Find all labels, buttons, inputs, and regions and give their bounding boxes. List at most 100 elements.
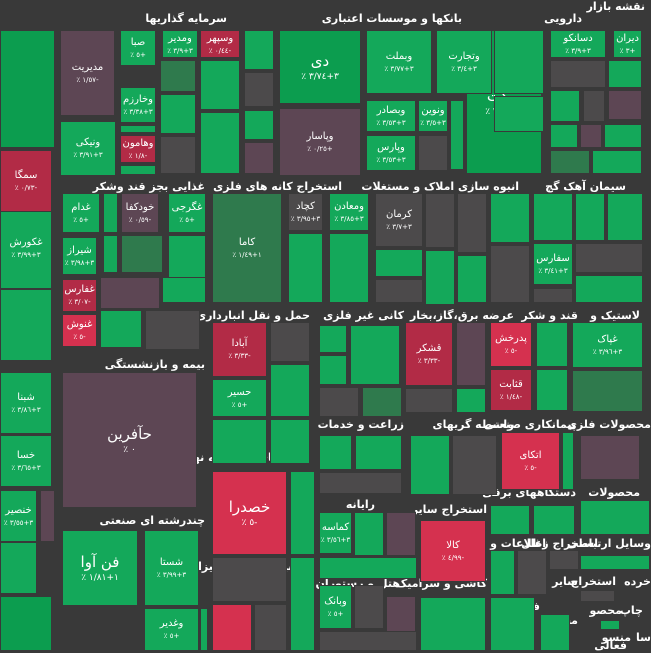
stock-tile[interactable]: خودکفا ٪ ٠/٥٩-	[121, 193, 159, 233]
stock-tile[interactable]: کرمان ٪ ٣+٣/٧	[375, 193, 423, 247]
stock-tile[interactable]	[410, 435, 450, 495]
stock-tile[interactable]	[572, 370, 643, 412]
stock-tile[interactable]: سفارس ٪ ٣+٣/٤١	[533, 243, 573, 285]
stock-tile[interactable]: ونیکی ٪ ٣+٣/٩١	[60, 121, 116, 176]
stock-tile[interactable]	[604, 124, 642, 148]
stock-tile[interactable]	[575, 275, 643, 303]
stock-tile[interactable]: غفارس ٪ ٣/٠٧-	[62, 279, 97, 312]
stock-tile[interactable]: حآفرین ٪ ٠	[62, 372, 197, 508]
stock-tile[interactable]	[420, 597, 486, 651]
stock-tile[interactable]	[270, 364, 310, 417]
stock-tile[interactable]: شستا ٪ ٣+٣/٩٩	[144, 530, 199, 606]
stock-tile[interactable]	[244, 72, 274, 107]
stock-tile[interactable]: مدیریت ٪ ١/٥٧-	[60, 30, 115, 116]
stock-tile[interactable]: کالا ٪ ٤/٩٩-	[420, 520, 486, 582]
stock-tile[interactable]: کاما ٪ ١+١/٤٩	[212, 193, 282, 303]
stock-tile[interactable]	[200, 60, 240, 110]
stock-tile[interactable]	[536, 369, 568, 411]
stock-tile[interactable]	[329, 233, 369, 303]
stock-tile[interactable]	[354, 585, 384, 629]
stock-tile[interactable]	[120, 125, 156, 133]
stock-tile[interactable]	[362, 387, 402, 417]
stock-tile[interactable]: غدام ٪ ٥+	[62, 193, 100, 233]
stock-tile[interactable]	[425, 250, 455, 305]
stock-tile[interactable]	[212, 604, 252, 651]
stock-tile[interactable]	[580, 590, 615, 602]
stock-tile[interactable]	[103, 193, 118, 233]
stock-tile[interactable]: سمگا ٪ ٠/٧٣-	[0, 150, 52, 212]
stock-tile[interactable]: صبا ٪ ٥+	[120, 30, 156, 66]
stock-tile[interactable]: خنصیر ٪ ٣+٣/٥٥	[0, 490, 37, 542]
stock-tile[interactable]	[355, 435, 402, 470]
stock-tile[interactable]	[490, 245, 530, 303]
stock-tile[interactable]	[319, 472, 402, 494]
stock-tile[interactable]	[425, 193, 455, 248]
stock-tile[interactable]	[212, 557, 287, 602]
stock-tile[interactable]	[386, 512, 416, 556]
stock-tile[interactable]	[0, 596, 52, 651]
stock-tile[interactable]: خصدرا ٪ ٥-	[212, 471, 287, 555]
stock-tile[interactable]	[592, 150, 642, 174]
stock-tile[interactable]: دی ٪ ٣+٣/٧٤	[279, 30, 361, 104]
stock-tile[interactable]	[103, 235, 118, 273]
stock-tile[interactable]	[517, 550, 547, 595]
stock-tile[interactable]	[319, 325, 347, 353]
stock-tile[interactable]	[580, 500, 650, 535]
stock-tile[interactable]	[580, 124, 602, 148]
stock-tile[interactable]	[533, 288, 573, 303]
stock-tile[interactable]	[607, 193, 643, 241]
stock-tile[interactable]	[290, 557, 315, 651]
stock-tile[interactable]	[562, 432, 574, 490]
stock-tile[interactable]	[418, 135, 448, 171]
stock-tile[interactable]	[145, 310, 200, 350]
stock-tile[interactable]	[319, 435, 352, 470]
stock-tile[interactable]	[457, 193, 487, 253]
stock-tile[interactable]	[549, 550, 579, 570]
stock-tile[interactable]	[580, 555, 650, 570]
stock-tile[interactable]	[452, 435, 497, 495]
stock-tile[interactable]: قشکر ٪ ٣/٣٣-	[405, 322, 453, 386]
stock-tile[interactable]	[121, 235, 163, 273]
stock-tile[interactable]	[160, 94, 196, 134]
stock-tile[interactable]	[494, 30, 544, 94]
stock-tile[interactable]: غنوش ٪ ٥-	[62, 314, 97, 347]
stock-tile[interactable]: شیراز ٪ ٣+٣/٩٨	[62, 237, 97, 275]
stock-tile[interactable]: وبصادر ٪ ٣+٣/٥٣	[366, 100, 416, 132]
stock-tile[interactable]: کماسه ٪ ٣+٣/٥٦	[319, 512, 352, 554]
stock-tile[interactable]	[405, 388, 453, 413]
stock-tile[interactable]: وپاسار ٪ ٠/٢٥+	[279, 108, 361, 176]
stock-tile[interactable]	[0, 289, 52, 361]
stock-tile[interactable]	[450, 100, 464, 170]
stock-tile[interactable]: وبانک ٪ ٥+	[319, 585, 352, 629]
stock-tile[interactable]	[0, 542, 37, 594]
stock-tile[interactable]: دیران ٪ ٣+	[613, 30, 642, 58]
stock-tile[interactable]	[456, 388, 486, 413]
stock-tile[interactable]	[200, 608, 208, 651]
stock-tile[interactable]	[575, 243, 643, 273]
stock-tile[interactable]	[536, 322, 568, 367]
stock-tile[interactable]	[100, 310, 142, 348]
stock-tile[interactable]	[540, 614, 570, 651]
stock-tile[interactable]: پدرخش ٪ ٥-	[490, 322, 532, 367]
stock-tile[interactable]: دسانکو ٪ ٣+٣/٩	[550, 30, 606, 58]
stock-tile[interactable]	[350, 325, 400, 385]
stock-tile[interactable]: وغدیر ٪ ٥+	[144, 608, 199, 651]
stock-tile[interactable]: وهامون ٪ ١/٨-	[120, 135, 156, 163]
stock-tile[interactable]	[212, 419, 267, 464]
stock-tile[interactable]	[533, 505, 575, 535]
stock-tile[interactable]	[244, 142, 274, 174]
stock-tile[interactable]: ومعادن ٪ ٣+٣/٨٥	[329, 193, 369, 231]
stock-tile[interactable]: قثابت ٪ ١/٤٨-	[490, 369, 532, 411]
stock-tile[interactable]	[375, 279, 423, 303]
stock-tile[interactable]	[319, 557, 417, 579]
stock-tile[interactable]	[580, 435, 640, 480]
stock-tile[interactable]: غپاک ٪ ٣+٣/٩٦	[572, 322, 643, 368]
stock-tile[interactable]	[490, 550, 515, 595]
stock-tile[interactable]: حسیر ٪ ٥+	[212, 379, 267, 417]
stock-tile[interactable]: غکورش ٪ ٣+٣/٩٩	[0, 207, 52, 289]
stock-tile[interactable]: فن آوا ٪ ١+١/٨١	[62, 530, 138, 606]
stock-tile[interactable]	[490, 193, 530, 243]
stock-tile[interactable]: وتجارت ٪ ٣+٣/٤	[436, 30, 492, 94]
stock-tile[interactable]	[550, 124, 578, 148]
stock-tile[interactable]	[600, 620, 620, 630]
